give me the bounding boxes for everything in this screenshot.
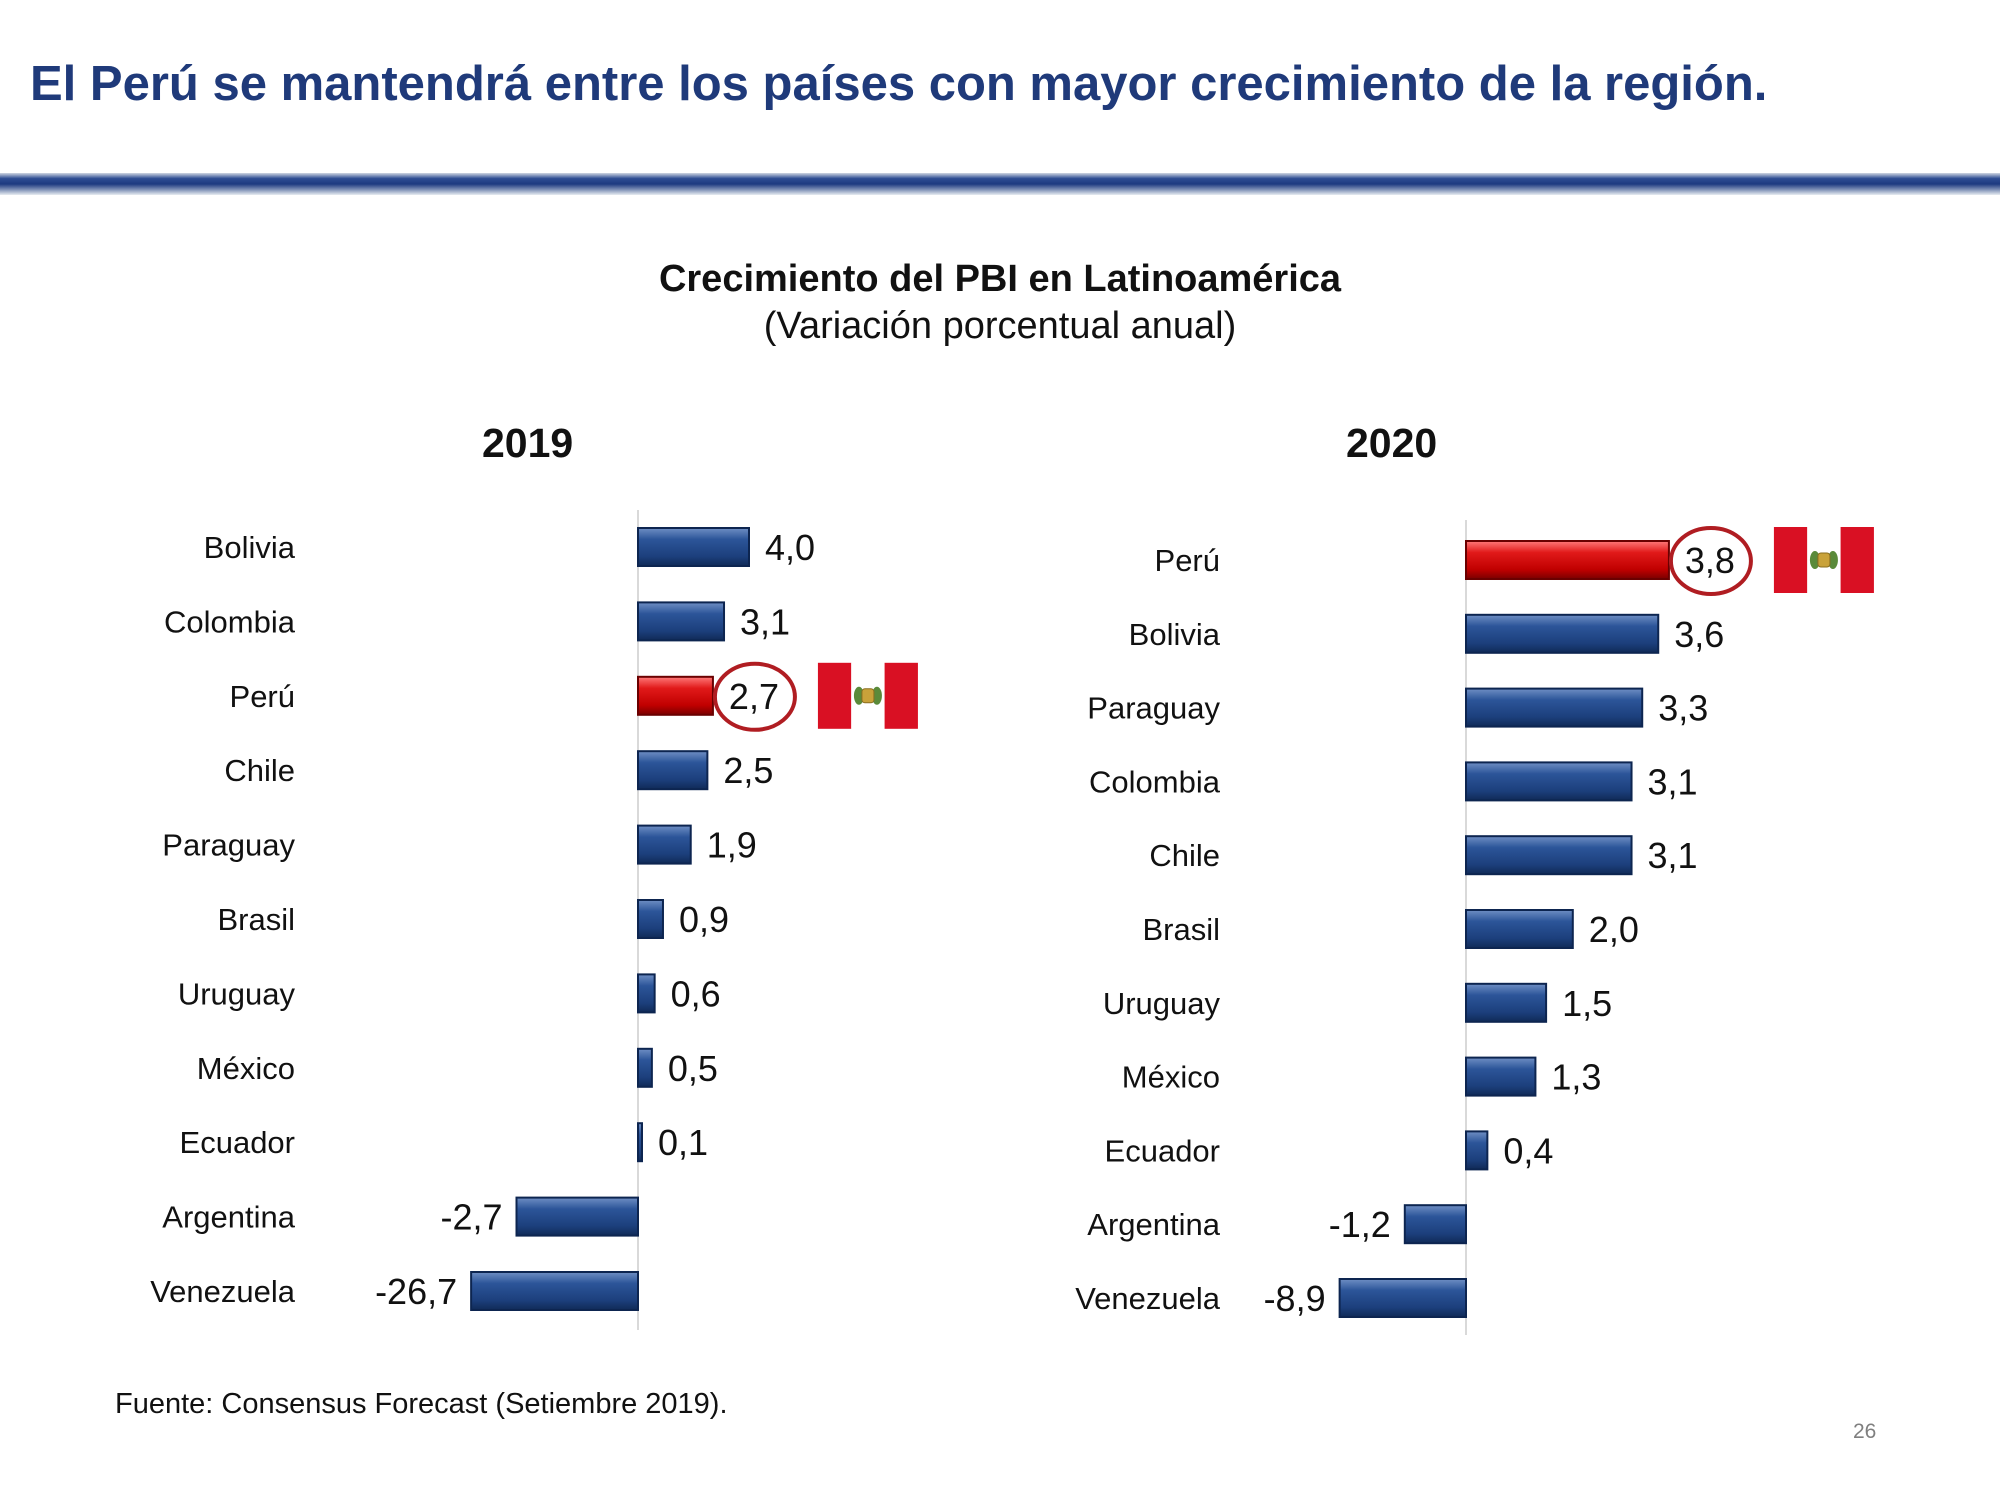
category-label-venezuela: Venezuela (150, 1274, 296, 1309)
category-label-colombia: Colombia (1089, 764, 1221, 799)
bar-uruguay (1465, 982, 1548, 1023)
bar-colombia (637, 601, 726, 642)
slide-title: El Perú se mantendrá entre los países co… (30, 57, 1768, 111)
category-label-brasil: Brasil (1142, 912, 1220, 947)
value-label-ecuador: 0,1 (658, 1122, 708, 1163)
value-label-paraguay: 1,9 (707, 825, 757, 866)
bar-chile (637, 750, 709, 791)
bar-argentina (1403, 1204, 1468, 1245)
coat-branch-left (853, 686, 864, 705)
coat-branch-right (871, 686, 882, 705)
highlight-circle (1668, 526, 1753, 596)
value-label-ecuador: 0,4 (1503, 1130, 1553, 1171)
chart-subtitle: (Variación porcentual anual) (763, 305, 1237, 347)
coat-of-arms-shield (861, 688, 875, 704)
category-label-brasil: Brasil (217, 902, 295, 937)
flag-stripe-right (884, 662, 918, 729)
category-label-bolivia: Bolivia (204, 530, 296, 565)
value-label-bolivia: 3,6 (1674, 614, 1724, 655)
title-divider (0, 173, 2000, 195)
value-label-venezuela: -26,7 (375, 1271, 457, 1312)
bar-mexico (637, 1047, 653, 1088)
value-label-colombia: 3,1 (1648, 761, 1698, 802)
bar-brasil (1465, 909, 1574, 949)
coat-branch-left (1809, 551, 1820, 569)
category-label-argentina: Argentina (1087, 1207, 1220, 1242)
bar-paraguay (637, 824, 692, 865)
value-label-uruguay: 1,5 (1562, 983, 1612, 1024)
bar-venezuela (1338, 1278, 1467, 1318)
chart-2019: Bolivia 4,0 Colombia 3,1 Perú 2,7 Chile 2,5 Para… (150, 510, 918, 1330)
category-label-paraguay: Paraguay (162, 828, 295, 863)
value-label-chile: 2,5 (723, 750, 773, 791)
value-label-colombia: 3,1 (740, 601, 790, 642)
category-label-uruguay: Uruguay (178, 976, 296, 1011)
category-label-ecuador: Ecuador (1105, 1133, 1220, 1168)
panel-title-2020: 2020 (1346, 420, 1438, 466)
value-label-bolivia: 4,0 (765, 527, 815, 568)
value-label-venezuela: -8,9 (1264, 1278, 1326, 1319)
bar-argentina (515, 1196, 639, 1237)
category-label-argentina: Argentina (162, 1200, 295, 1235)
category-label-ecuador: Ecuador (180, 1125, 295, 1160)
bar-bolivia (637, 527, 750, 567)
bar-peru (1465, 540, 1670, 580)
value-label-paraguay: 3,3 (1658, 688, 1708, 729)
chart-title: Crecimiento del PBI en Latinoamérica (658, 258, 1342, 300)
category-label-venezuela: Venezuela (1075, 1281, 1221, 1316)
value-label-mexico: 0,5 (668, 1048, 718, 1089)
flag-stripe-left (1773, 527, 1808, 593)
category-label-uruguay: Uruguay (1103, 986, 1221, 1021)
category-label-peru: Perú (230, 679, 295, 714)
highlight-circle (712, 661, 797, 732)
flag-stripe-left (817, 662, 852, 729)
value-label-brasil: 0,9 (679, 899, 729, 940)
category-label-chile: Chile (224, 753, 295, 788)
value-label-uruguay: 0,6 (671, 973, 721, 1014)
bar-ecuador (637, 1122, 643, 1163)
source-note: Fuente: Consensus Forecast (Setiembre 20… (115, 1388, 728, 1420)
category-label-peru: Perú (1155, 543, 1220, 578)
bar-colombia (1465, 761, 1633, 802)
category-label-colombia: Colombia (164, 604, 296, 639)
category-label-mexico: México (197, 1051, 295, 1086)
peru-flag-icon (817, 662, 918, 729)
value-label-brasil: 2,0 (1589, 909, 1639, 950)
bar-ecuador (1465, 1130, 1489, 1171)
value-label-argentina: -2,7 (440, 1197, 502, 1238)
panel-title-2019: 2019 (482, 420, 574, 466)
page-number: 26 (1853, 1420, 1877, 1443)
bar-venezuela (470, 1271, 639, 1311)
bar-peru (637, 675, 714, 716)
value-label-peru: 2,7 (729, 676, 779, 717)
bar-paraguay (1465, 687, 1644, 728)
value-label-peru: 3,8 (1685, 540, 1735, 581)
flag-stripe-right (1840, 527, 1874, 593)
category-label-paraguay: Paraguay (1087, 691, 1220, 726)
coat-branch-right (1827, 551, 1838, 569)
value-label-mexico: 1,3 (1551, 1057, 1601, 1098)
coat-of-arms-shield (1817, 552, 1831, 568)
category-label-mexico: México (1122, 1060, 1220, 1095)
category-label-bolivia: Bolivia (1129, 617, 1221, 652)
bar-uruguay (637, 973, 656, 1014)
peru-flag-icon (1773, 527, 1874, 593)
value-label-chile: 3,1 (1648, 835, 1698, 876)
bar-brasil (637, 899, 664, 939)
value-label-argentina: -1,2 (1329, 1204, 1391, 1245)
bar-bolivia (1465, 613, 1660, 654)
bar-chile (1465, 835, 1633, 876)
bar-mexico (1465, 1056, 1537, 1097)
category-label-chile: Chile (1149, 838, 1220, 873)
chart-2020: Perú 3,8 Bolivia 3,6 Paraguay 3,3 Colombia 3,1 C… (1075, 520, 1874, 1335)
